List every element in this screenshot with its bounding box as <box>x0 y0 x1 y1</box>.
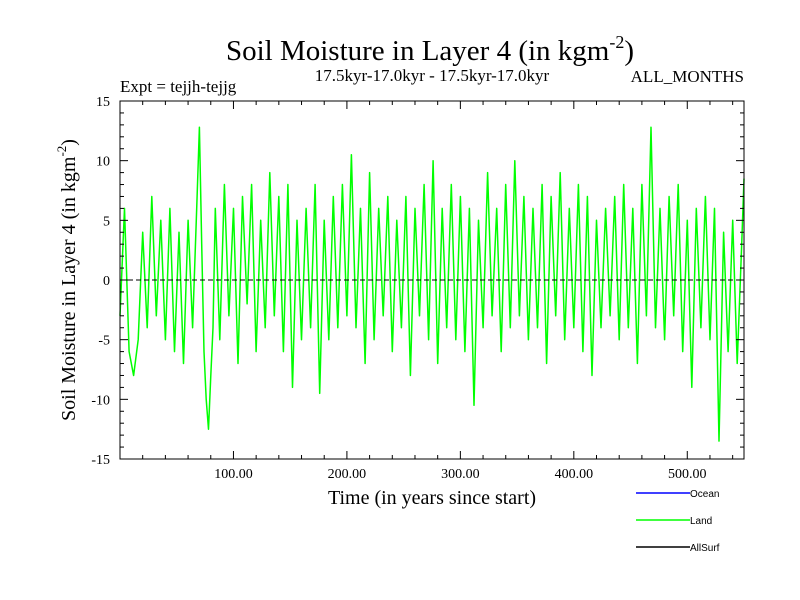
legend: Ocean Land AllSurf <box>636 489 720 554</box>
time-range-label: 17.5kyr-17.0kyr - 17.5kyr-17.0kyr <box>315 66 550 85</box>
chart-title: Soil Moisture in Layer 4 (in kgm-2) <box>226 32 634 67</box>
x-axis-label: Time (in years since start) <box>328 487 536 509</box>
y-tick-label: 10 <box>96 155 110 170</box>
y-tick-label: 5 <box>103 214 110 229</box>
x-tick-label: 400.00 <box>555 467 594 482</box>
x-tick-label: 200.00 <box>328 467 367 482</box>
chart-title-superscript: -2 <box>609 32 624 52</box>
y-tick-label: 15 <box>96 95 110 110</box>
y-tick-label: 0 <box>103 274 110 289</box>
x-tick-label: 300.00 <box>441 467 480 482</box>
x-tick-label: 100.00 <box>214 467 253 482</box>
experiment-label: Expt = tejjh-tejjg <box>120 77 237 96</box>
months-label: ALL_MONTHS <box>631 67 744 86</box>
plot-frame <box>119 100 745 460</box>
y-axis-label-superscript: -2 <box>54 146 69 157</box>
y-tick-label: -10 <box>91 393 110 408</box>
legend-ocean-label: Ocean <box>690 489 719 500</box>
series-land-line <box>119 126 745 442</box>
y-tick-label: -5 <box>98 334 110 349</box>
legend-allsurf-label: AllSurf <box>690 543 720 554</box>
y-tick-label: -15 <box>91 453 110 468</box>
x-tick-label: 500.00 <box>668 467 707 482</box>
legend-land-label: Land <box>690 516 712 527</box>
y-axis-label: Soil Moisture in Layer 4 (in kgm-2) <box>54 139 80 421</box>
